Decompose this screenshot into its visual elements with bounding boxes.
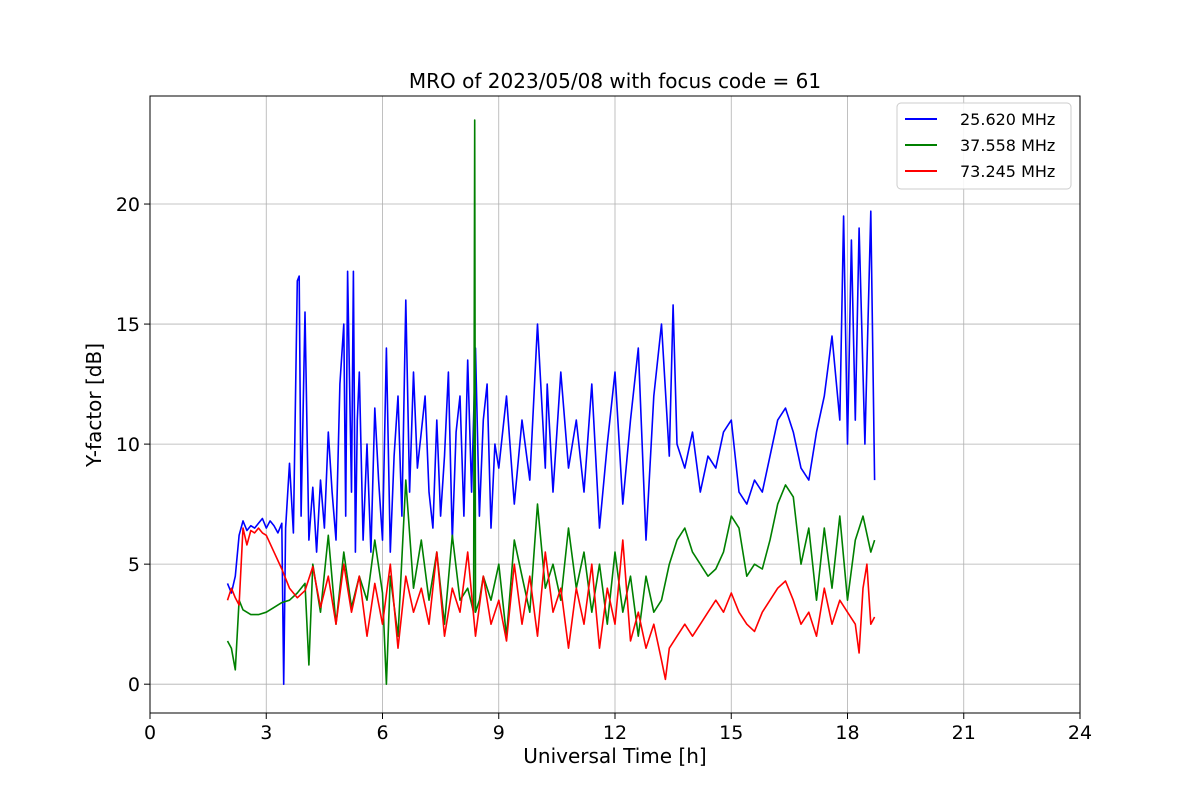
x-tick-label: 12: [603, 722, 627, 744]
legend-label-73245: 73.245 MHz: [960, 162, 1055, 181]
y-tick-label: 10: [116, 434, 140, 456]
x-tick-label: 24: [1068, 722, 1092, 744]
x-tick-label: 0: [144, 722, 156, 744]
y-axis-label: Y-factor [dB]: [82, 343, 106, 468]
x-tick-label: 3: [260, 722, 272, 744]
series-layer: [226, 119, 876, 686]
y-tick-label: 15: [116, 314, 140, 336]
x-axis: 0 3 6 9 12 15 18 21 24: [144, 713, 1092, 744]
y-tick-label: 5: [128, 554, 140, 576]
y-axis: 0 5 10 15 20: [116, 194, 150, 696]
chart-title: MRO of 2023/05/08 with focus code = 61: [409, 69, 821, 93]
x-tick-label: 9: [493, 722, 505, 744]
series-line-0: [226, 210, 876, 686]
legend-label-37558: 37.558 MHz: [960, 136, 1055, 155]
legend-label-25620: 25.620 MHz: [960, 110, 1055, 129]
x-axis-label: Universal Time [h]: [523, 744, 706, 768]
x-tick-label: 6: [376, 722, 388, 744]
y-tick-label: 0: [128, 674, 140, 696]
x-tick-label: 18: [835, 722, 859, 744]
x-tick-label: 21: [952, 722, 976, 744]
plot-area: [149, 95, 1081, 714]
x-tick-label: 15: [719, 722, 743, 744]
series-line-2: [226, 527, 876, 681]
legend: 25.620 MHz 37.558 MHz 73.245 MHz: [896, 102, 1072, 190]
legend-box: [896, 102, 1072, 190]
y-tick-label: 20: [116, 194, 140, 216]
